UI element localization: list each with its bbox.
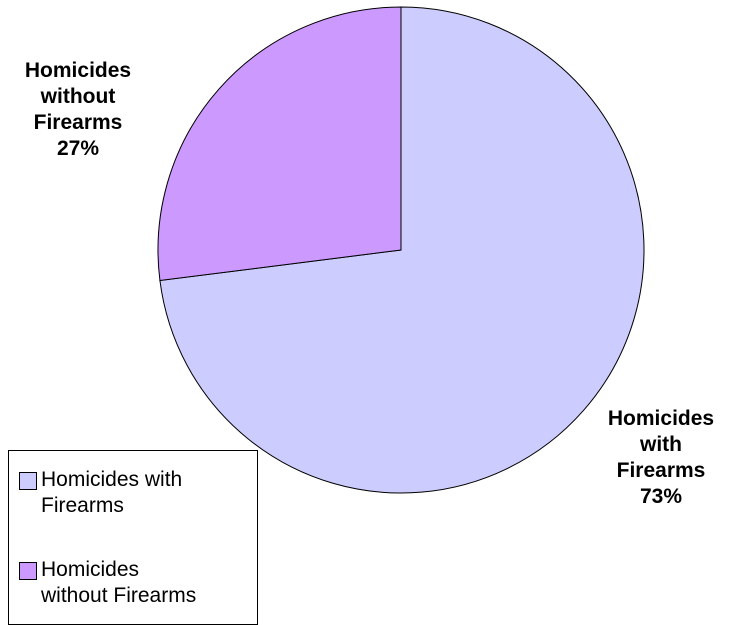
slice-label-line: with [640,433,682,456]
slice-label-line: Firearms [33,111,123,134]
slice-label-line: Homicides [24,59,132,82]
legend-swatch [19,562,37,580]
pie-slice-homicides-without-firearms [157,6,402,282]
legend: Homicides with Firearms Homicides withou… [8,450,258,625]
slice-label-homicides-with-firearms: Homicides with Firearms 73% [586,406,736,510]
legend-label-line: Firearms [41,494,124,517]
legend-item-homicides-with-firearms: Homicides with Firearms [19,467,182,519]
slice-percent: 27% [56,137,100,160]
legend-label: Homicides without Firearms [41,557,196,609]
slice-label-line: Homicides [607,407,715,430]
legend-item-homicides-without-firearms: Homicides without Firearms [19,557,196,609]
legend-label-line: Homicides with [41,468,183,491]
pie-slice-homicides-with-firearms [159,6,645,494]
legend-label-line: Homicides [41,558,140,581]
slice-label-line: Firearms [616,459,706,482]
legend-label: Homicides with Firearms [41,467,182,519]
legend-label-line: without Firearms [41,584,197,607]
legend-swatch [19,472,37,490]
slice-label-homicides-without-firearms: Homicides without Firearms 27% [0,58,156,162]
slice-label-line: without [40,85,116,108]
slice-percent: 73% [639,485,683,508]
